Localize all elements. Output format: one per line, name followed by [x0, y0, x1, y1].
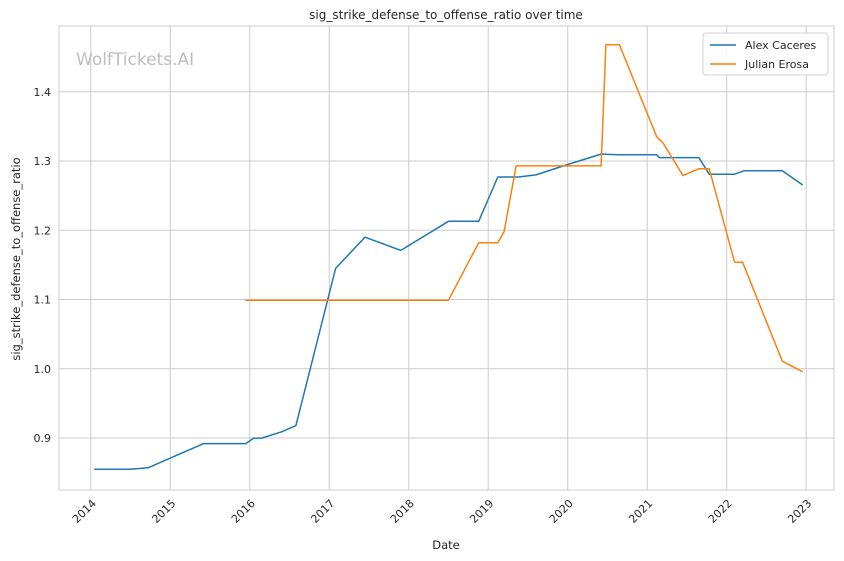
- series-line-alex-caceres: [94, 153, 803, 470]
- y-tick-label: 1.3: [34, 155, 52, 168]
- series-line-julian-erosa: [245, 43, 803, 373]
- plot-frame: [58, 25, 835, 491]
- x-tick-labels: 2014 2015 2016 2017 2018 2019 2020 2021 2022 2023: [70, 497, 814, 526]
- y-tick-labels: 0.9 1.0 1.1 1.2 1.3 1.4: [34, 86, 52, 445]
- y-tick-label: 1.0: [34, 363, 52, 376]
- legend: Alex Caceres Julian Erosa: [702, 32, 829, 76]
- y-tick-label: 1.4: [34, 86, 52, 99]
- plot-area: [59, 26, 834, 490]
- y-axis-label: sig_strike_defense_to_offense_ratio: [9, 157, 23, 360]
- x-axis-label: Date: [432, 538, 460, 552]
- series-lines: [94, 43, 803, 470]
- y-tick-label: 1.2: [34, 224, 52, 237]
- watermark: WolfTickets.AI: [76, 50, 194, 70]
- chart-title: sig_strike_defense_to_offense_ratio over…: [309, 8, 583, 22]
- x-gridlines: [90, 26, 807, 490]
- legend-label-julian-erosa: Julian Erosa: [744, 58, 809, 71]
- y-tick-label: 0.9: [34, 432, 52, 445]
- legend-label-alex-caceres: Alex Caceres: [745, 39, 816, 52]
- y-tick-label: 1.1: [34, 294, 52, 307]
